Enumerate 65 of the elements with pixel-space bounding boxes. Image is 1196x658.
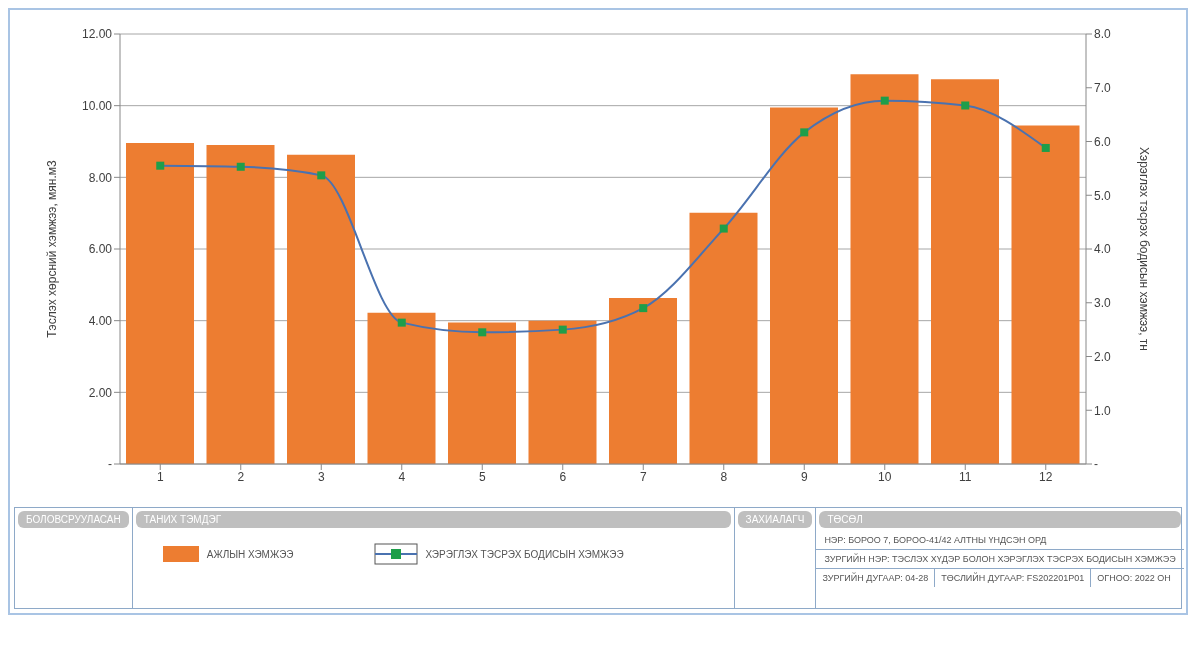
bar	[528, 320, 597, 464]
y2-tick-label: 3.0	[1094, 296, 1112, 311]
y2-tick-label: 5.0	[1094, 188, 1112, 203]
y2-tick-label: 2.0	[1094, 349, 1112, 364]
y-tick-label: 6.00	[88, 242, 113, 257]
y-tick-label: 2.00	[88, 385, 113, 400]
bar	[126, 142, 194, 464]
x-tick-label: 5	[478, 469, 486, 484]
x-tick-label: 10	[878, 469, 892, 484]
y2-tick-label: -	[1094, 457, 1098, 472]
y2-tick-label: 7.0	[1094, 81, 1112, 96]
y2-tick-label: 6.0	[1094, 134, 1112, 149]
legend-title: ТАНИХ ТЭМДЭГ	[135, 511, 731, 528]
bar	[689, 212, 758, 464]
y-tick-label: 10.00	[81, 98, 113, 113]
text: ОГНОО: 2022 ОН	[1096, 572, 1172, 585]
y-tick-label: 4.00	[88, 313, 113, 328]
text: ЗУРГИЙН ДУГААР: 04-28	[816, 569, 936, 587]
x-tick-label: 12	[1039, 469, 1053, 484]
point	[961, 101, 970, 110]
y-tick-label: 8.00	[88, 170, 113, 185]
legend-label: ХЭРЭГЛЭХ ТЭСРЭХ БОДИСЫН ХЭМЖЭЭ	[425, 548, 624, 560]
x-tick-label: 6	[559, 469, 567, 484]
point	[156, 161, 165, 170]
bar	[850, 74, 919, 464]
bar	[931, 79, 999, 464]
y-tick-label: 12.00	[81, 27, 113, 42]
y2-axis-title: Хэрэглэх тэсрэх бодисын хэмжээ, тн	[1136, 147, 1151, 351]
text: ТӨСӨЛ	[819, 511, 1181, 528]
bar	[367, 312, 436, 464]
x-tick-label: 7	[639, 469, 647, 484]
point	[639, 304, 648, 313]
y2-tick-label: 1.0	[1094, 403, 1112, 418]
point	[1041, 143, 1050, 152]
point	[397, 318, 406, 327]
y2-tick-label: 4.0	[1094, 242, 1112, 257]
y2-tick-label: 8.0	[1094, 27, 1112, 42]
text: БОЛОВСРУУЛАСАН	[18, 511, 129, 528]
point	[478, 328, 487, 337]
x-tick-label: 9	[800, 469, 808, 484]
bar	[448, 322, 516, 464]
point	[800, 128, 809, 137]
legend-label: АЖЛЫН ХЭМЖЭЭ	[206, 548, 294, 560]
y-axis-title: Тэслэх хөрсний хэмжээ, мян.м3	[45, 159, 60, 338]
x-tick-label: 3	[317, 469, 325, 484]
text: ЗУРГИЙН НЭР: ТЭСЛЭХ ХҮДЭР БОЛОН ХЭРЭГЛЭХ ТЭСРЭХ БОДИСЫН ХЭМЖЭЭ	[816, 550, 1184, 569]
bar	[1011, 125, 1080, 464]
x-tick-label: 1	[156, 469, 164, 484]
point	[719, 224, 728, 233]
bar	[287, 154, 355, 464]
point	[880, 96, 889, 105]
x-tick-label: 2	[237, 469, 245, 484]
text: ЗАХИАЛАГЧ	[737, 511, 813, 528]
bar	[206, 145, 275, 464]
x-tick-label: 4	[398, 469, 406, 484]
point	[317, 171, 326, 180]
y-tick-label: -	[108, 457, 112, 472]
x-tick-label: 11	[959, 469, 972, 484]
point	[558, 325, 567, 334]
text: ТӨСЛИЙН ДУГААР: FS202201P01	[935, 569, 1092, 587]
point	[236, 162, 245, 171]
x-tick-label: 8	[720, 469, 728, 484]
bar	[609, 298, 677, 464]
bar	[770, 107, 838, 464]
text: НЭР: БОРОО 7, БОРОО-41/42 АЛТНЫ ҮНДСЭН ОРД	[816, 531, 1184, 550]
